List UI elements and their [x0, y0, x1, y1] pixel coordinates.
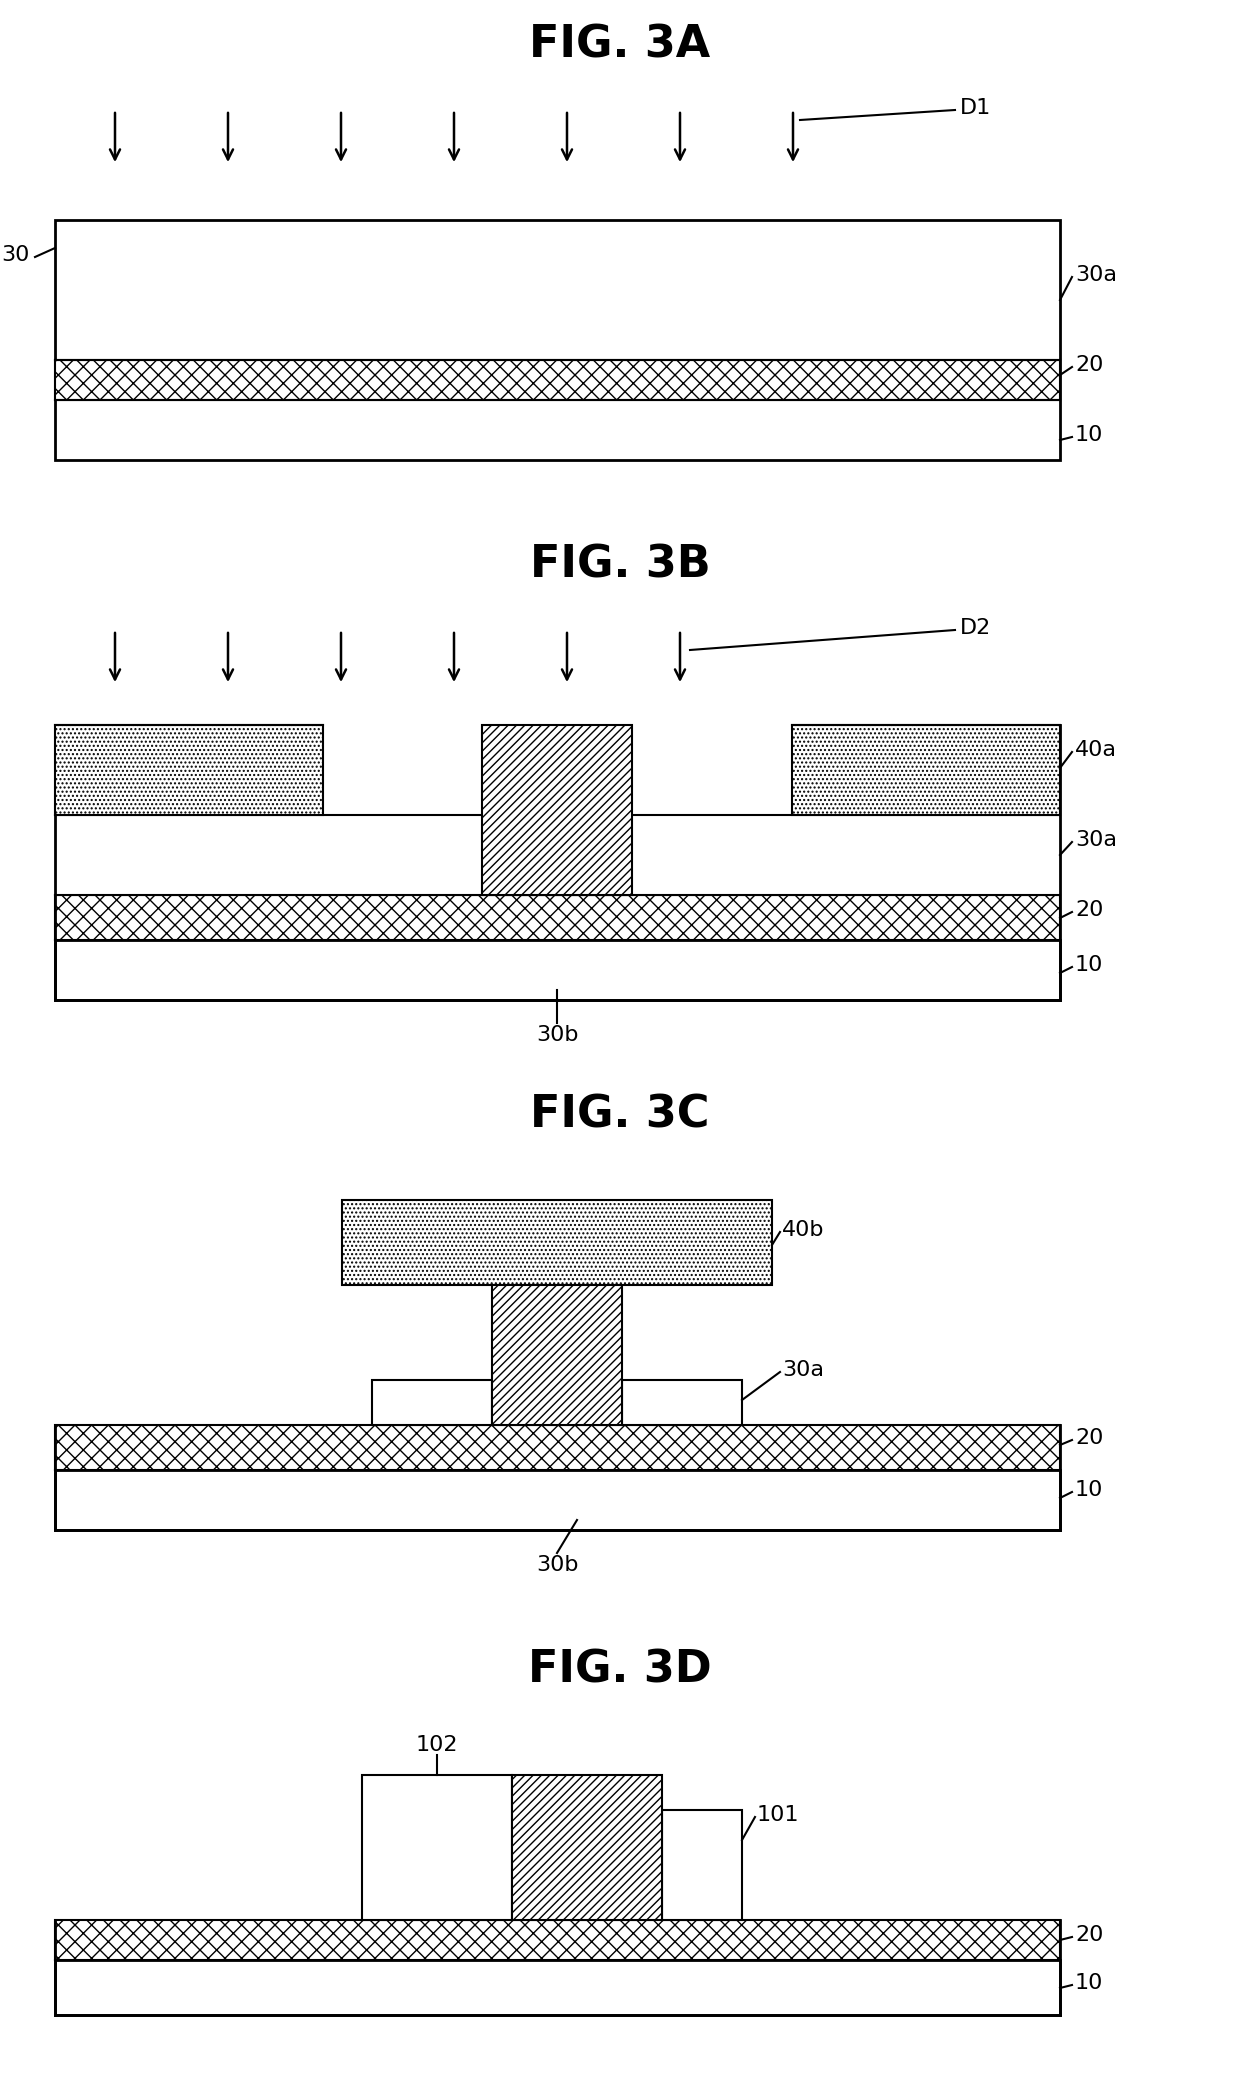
Text: 30: 30	[1, 245, 30, 265]
Bar	[55, 359, 1060, 399]
Bar	[55, 895, 1060, 940]
Bar	[55, 725, 322, 815]
Bar	[482, 725, 632, 895]
Bar	[342, 1200, 773, 1285]
Text: 101: 101	[756, 1806, 800, 1825]
Text: 30b: 30b	[536, 1024, 578, 1045]
Bar	[55, 1425, 1060, 1469]
Text: D2: D2	[960, 619, 991, 637]
Text: 30a: 30a	[782, 1361, 825, 1379]
Bar	[55, 1921, 1060, 1960]
Bar	[622, 1379, 742, 1425]
Text: 20: 20	[1075, 1427, 1104, 1448]
Bar	[55, 1960, 1060, 2015]
Bar	[362, 1774, 512, 1921]
Bar	[55, 940, 1060, 999]
Text: 40a: 40a	[1075, 740, 1117, 761]
Text: 30a: 30a	[1075, 265, 1117, 284]
Text: 10: 10	[1075, 1973, 1104, 1994]
Bar	[662, 1810, 742, 1921]
Text: FIG. 3A: FIG. 3A	[529, 23, 711, 67]
Text: 40b: 40b	[782, 1221, 825, 1239]
Text: D1: D1	[960, 98, 991, 117]
Bar	[55, 219, 1060, 460]
Text: FIG. 3D: FIG. 3D	[528, 1649, 712, 1691]
Text: 10: 10	[1075, 1480, 1104, 1501]
Bar	[492, 1285, 622, 1425]
Bar	[55, 815, 1060, 895]
Text: 10: 10	[1075, 424, 1104, 445]
Text: 20: 20	[1075, 1925, 1104, 1946]
Bar	[792, 725, 1060, 815]
Text: 102: 102	[415, 1735, 459, 1756]
Text: FIG. 3C: FIG. 3C	[531, 1093, 709, 1137]
Bar	[512, 1774, 662, 1921]
Text: 10: 10	[1075, 955, 1104, 976]
Bar	[372, 1379, 492, 1425]
Text: 30a: 30a	[1075, 830, 1117, 851]
Text: 20: 20	[1075, 355, 1104, 374]
Text: 20: 20	[1075, 901, 1104, 920]
Text: 30b: 30b	[536, 1555, 578, 1576]
Bar	[55, 1469, 1060, 1530]
Text: FIG. 3B: FIG. 3B	[529, 543, 711, 587]
